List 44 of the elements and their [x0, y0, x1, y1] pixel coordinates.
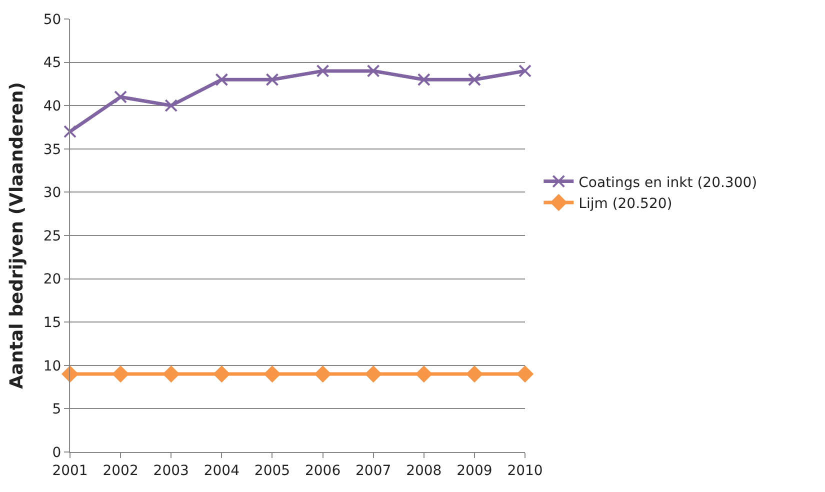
x-tick-label: 2007	[356, 462, 392, 479]
point	[314, 366, 331, 382]
legend-label: Coatings en inkt (20.300)	[578, 174, 758, 191]
x-tick-label: 2009	[456, 462, 492, 479]
point	[468, 73, 481, 86]
y-tick-label: 15	[43, 315, 62, 331]
point	[466, 366, 483, 382]
point	[264, 366, 280, 382]
point	[62, 366, 78, 382]
y-tick-label: 20	[43, 272, 62, 288]
x-tick-label: 2010	[507, 462, 543, 479]
point	[164, 99, 178, 112]
x-tick-label: 2001	[52, 462, 88, 479]
point	[366, 64, 380, 78]
y-tick-label: 5	[52, 402, 62, 418]
point	[215, 73, 228, 86]
y-tick-label: 10	[43, 358, 62, 374]
x-tick-label: 2004	[204, 462, 240, 479]
y-axis-title: Aantal bedrijven (Vlaanderen)	[6, 82, 28, 389]
point	[365, 366, 382, 382]
x-tick-label: 2005	[254, 462, 290, 479]
y-tick-label: 0	[52, 444, 62, 461]
y-tick-label: 45	[43, 55, 62, 72]
x-tick-label: 2008	[406, 462, 442, 479]
x-tick-label: 2002	[102, 462, 138, 479]
y-tick-label: 35	[43, 142, 62, 158]
point	[266, 73, 279, 86]
x-tick-label: 2003	[153, 462, 189, 479]
point	[64, 125, 76, 138]
y-tick-label: 30	[43, 185, 62, 202]
legend-label: Lijm (20.520)	[578, 196, 672, 212]
point	[516, 366, 534, 382]
y-tick-label: 50	[43, 12, 62, 28]
point	[162, 366, 180, 382]
x-tick-label: 2006	[304, 462, 341, 479]
point	[214, 366, 230, 382]
point	[416, 366, 432, 382]
point	[518, 64, 532, 78]
point	[114, 90, 128, 104]
point	[417, 73, 430, 86]
point	[112, 366, 129, 382]
y-tick-label: 25	[43, 228, 62, 244]
y-tick-label: 40	[43, 98, 62, 114]
point	[316, 64, 330, 78]
